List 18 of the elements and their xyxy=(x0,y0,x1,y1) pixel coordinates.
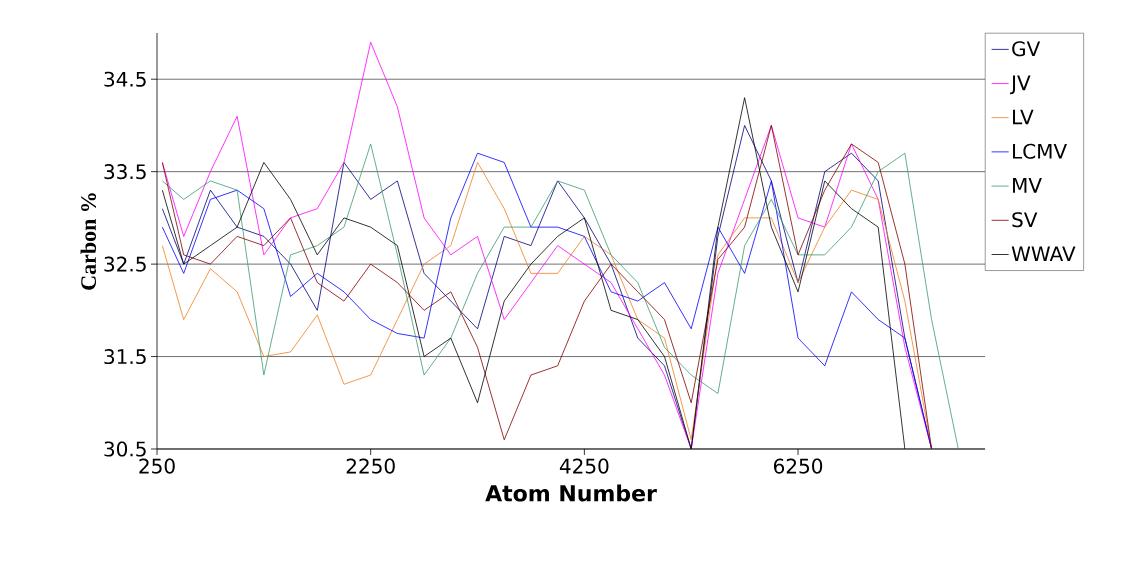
legend-label: WWAV xyxy=(1011,246,1076,262)
y-tick-label: 34.5 xyxy=(104,71,146,87)
y-tick-label: 33.5 xyxy=(104,164,146,180)
legend-label: LV xyxy=(1013,109,1034,125)
y-tick-label: 30.5 xyxy=(104,441,146,457)
y-tick-label: 32.5 xyxy=(104,256,146,272)
legend-label: MV xyxy=(1013,178,1042,193)
legend-label: JV xyxy=(1010,75,1031,95)
legend-label: LCMV xyxy=(1013,143,1067,159)
x-axis-title: Atom Number xyxy=(485,484,657,502)
y-tick-label: 31.5 xyxy=(104,349,146,365)
x-tick-label: 250 xyxy=(139,458,175,474)
x-tick-label: 2250 xyxy=(346,458,395,474)
x-tick-label: 6250 xyxy=(773,458,823,474)
y-axis-title: Carbon % xyxy=(80,193,97,290)
legend-label: SV xyxy=(1012,212,1038,228)
x-tick-label: 4250 xyxy=(559,458,609,474)
legend-label: GV xyxy=(1012,41,1041,57)
